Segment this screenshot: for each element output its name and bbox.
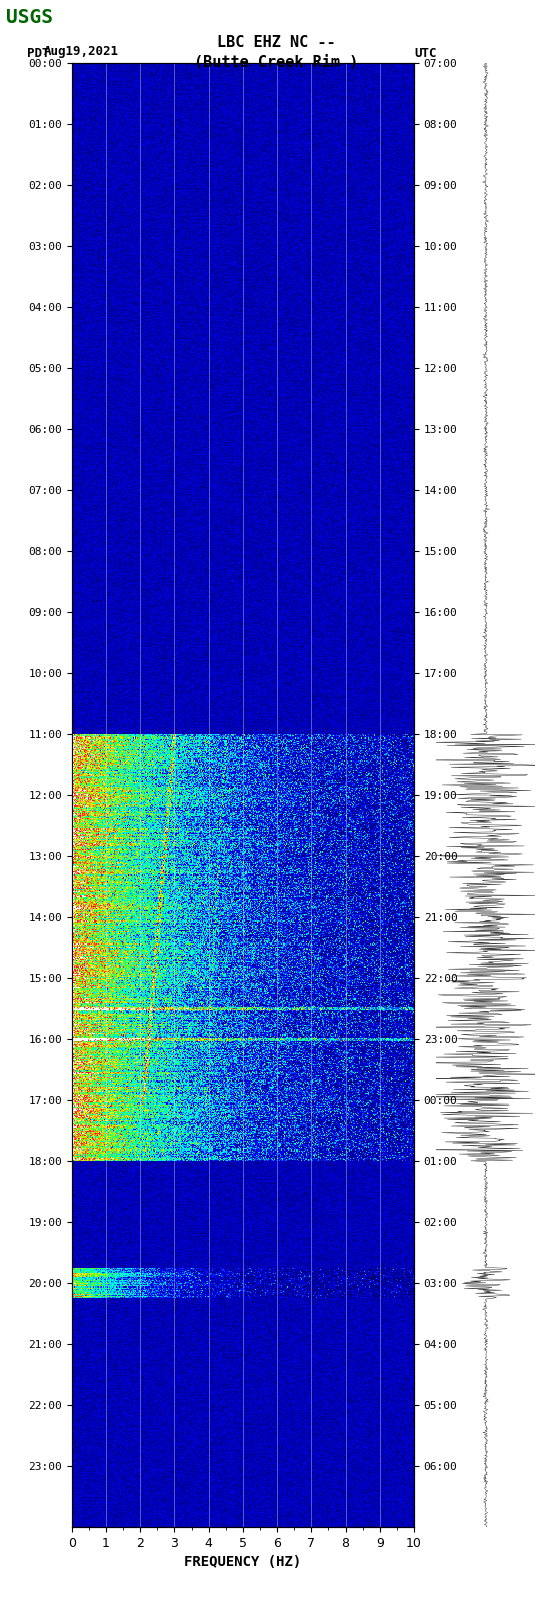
X-axis label: FREQUENCY (HZ): FREQUENCY (HZ): [184, 1555, 301, 1569]
Text: PDT: PDT: [27, 47, 50, 60]
Text: (Butte Creek Rim ): (Butte Creek Rim ): [194, 55, 358, 69]
Text: Aug19,2021: Aug19,2021: [44, 45, 119, 58]
Text: UTC: UTC: [414, 47, 437, 60]
Text: USGS: USGS: [6, 8, 52, 27]
Text: LBC EHZ NC --: LBC EHZ NC --: [217, 35, 335, 50]
